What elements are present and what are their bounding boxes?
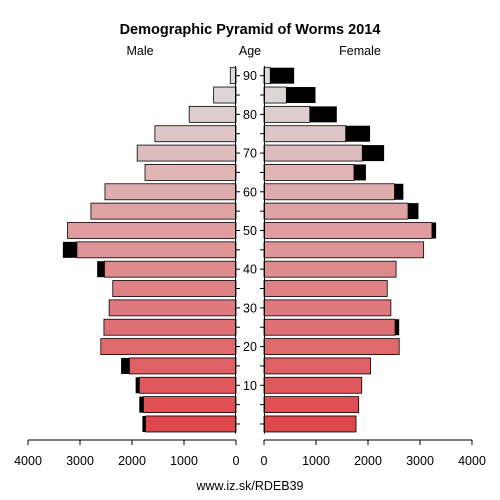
female-bar-5-9 [263, 396, 360, 414]
male-x-tick-label-0: 0 [233, 454, 240, 468]
male-bar-35-39 [112, 280, 237, 297]
female-bar-45-49 [263, 241, 425, 259]
female-excess-bar-25-29 [395, 319, 400, 336]
age-label: Age [239, 44, 261, 58]
female-x-tick-label-3000: 3000 [406, 454, 434, 468]
female-bar-25-29 [263, 318, 396, 336]
age-tick-label-60: 60 [243, 185, 257, 199]
female-x-tick-label-2000: 2000 [354, 454, 382, 468]
female-label: Female [339, 44, 381, 58]
male-excess-bar-0-4 [142, 415, 146, 432]
male-bar-25-29 [103, 318, 237, 336]
female-excess-bar-70-74 [362, 145, 385, 162]
male-bar-75-79 [154, 125, 237, 143]
male-bar-85-89 [213, 86, 237, 104]
female-bar-10-14 [263, 376, 363, 394]
age-tick-label-20: 20 [243, 340, 257, 354]
female-bar-70-74 [263, 144, 363, 162]
female-excess-bar-85-89 [286, 87, 316, 104]
female-excess-bar-75-79 [345, 125, 371, 142]
female-excess-bar-50-54 [431, 222, 437, 239]
male-excess-bar-40-44 [97, 261, 105, 278]
male-bar-15-19 [128, 357, 237, 375]
age-tick-label-90: 90 [243, 69, 257, 83]
female-bar-65-69 [263, 164, 355, 181]
male-x-tick-label-2000: 2000 [118, 454, 146, 468]
age-tick-label-30: 30 [243, 301, 257, 315]
female-bar-35-39 [263, 280, 388, 297]
female-bar-80-84 [263, 105, 311, 123]
male-x-tick-label-3000: 3000 [66, 454, 94, 468]
female-excess-bar-55-59 [408, 203, 419, 220]
female-x-tick-label-1000: 1000 [302, 454, 330, 468]
male-bar-65-69 [144, 164, 237, 181]
male-x-tick-label-1000: 1000 [170, 454, 198, 468]
male-bar-10-14 [138, 376, 237, 394]
male-bar-50-54 [67, 222, 237, 239]
male-bar-30-34 [108, 299, 237, 317]
male-bar-20-24 [100, 338, 237, 355]
male-bar-55-59 [90, 202, 237, 220]
male-excess-bar-45-49 [62, 241, 77, 258]
female-bar-55-59 [263, 202, 409, 220]
female-x-tick-label-0: 0 [261, 454, 268, 468]
male-bar-60-64 [104, 183, 237, 201]
female-excess-bar-90+ [270, 67, 295, 84]
male-bar-70-74 [136, 144, 237, 162]
male-excess-bar-5-9 [139, 396, 144, 413]
female-bar-85-89 [263, 86, 287, 104]
female-bar-75-79 [263, 125, 347, 143]
chart-title: Demographic Pyramid of Worms 2014 [120, 22, 381, 38]
male-bar-0-4 [145, 415, 237, 433]
female-bar-60-64 [263, 183, 395, 201]
male-excess-bar-15-19 [121, 357, 130, 374]
footer-source: www.iz.sk/RDEB39 [196, 479, 304, 493]
male-excess-bar-10-14 [135, 377, 140, 394]
age-tick-label-70: 70 [243, 147, 257, 161]
age-tick-label-10: 10 [243, 379, 257, 393]
female-bar-0-4 [263, 415, 357, 433]
male-label: Male [126, 44, 153, 58]
female-bar-15-19 [263, 357, 371, 375]
male-bar-45-49 [76, 241, 237, 259]
age-tick-label-80: 80 [243, 108, 257, 122]
male-x-tick-label-4000: 4000 [14, 454, 42, 468]
age-tick-label-50: 50 [243, 224, 257, 238]
axes-group: 10 20 30 40 50 60 70 80 90 4000 3000 2000 1000 0 0 1000… [14, 66, 486, 468]
female-bar-30-34 [263, 299, 392, 317]
female-excess-bar-80-84 [309, 106, 337, 123]
female-x-tick-label-4000: 4000 [458, 454, 486, 468]
age-tick-label-40: 40 [243, 263, 257, 277]
female-excess-bar-65-69 [353, 164, 366, 181]
bars-group [62, 67, 437, 433]
female-bar-20-24 [263, 338, 400, 355]
female-bar-40-44 [263, 260, 397, 278]
female-bar-50-54 [263, 222, 433, 239]
male-bar-40-44 [104, 260, 237, 278]
female-excess-bar-60-64 [394, 183, 404, 200]
male-bar-80-84 [188, 105, 237, 123]
male-bar-5-9 [143, 396, 237, 414]
